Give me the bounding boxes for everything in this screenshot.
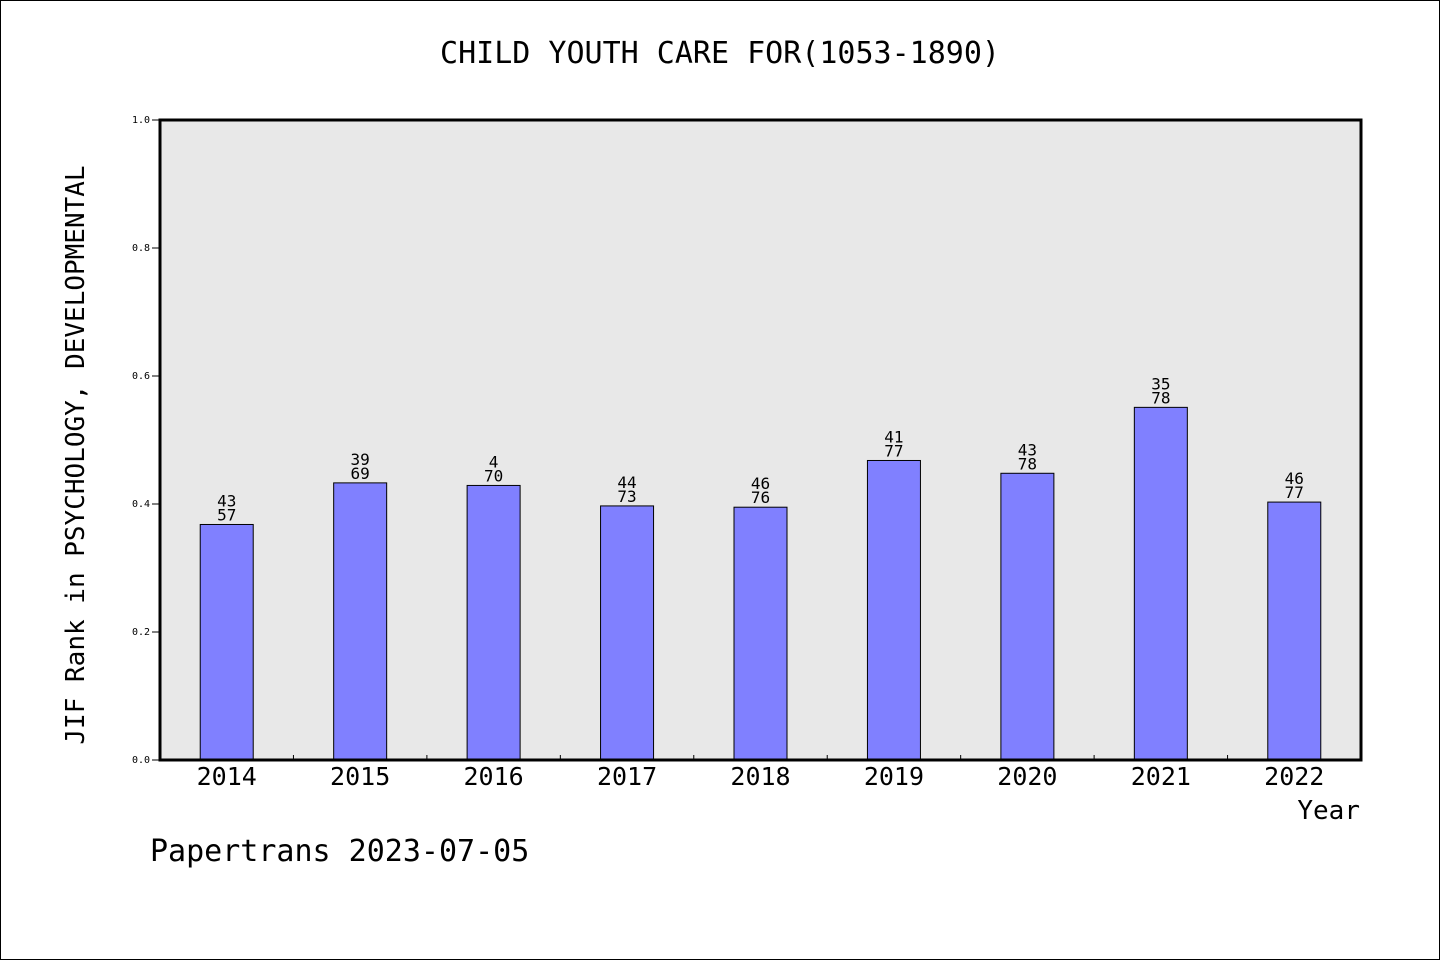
- bar-2020: [1000, 472, 1055, 761]
- bar-label-total: 78: [1151, 388, 1170, 407]
- bar-label-rank: 46: [751, 474, 770, 493]
- y-tick-label: 0.8: [132, 243, 150, 254]
- chart-title: CHILD YOUTH CARE FOR(1053-1890): [440, 36, 1000, 71]
- footer-credit: Papertrans 2023-07-05: [150, 834, 530, 869]
- plot-border: [158, 118, 1363, 762]
- bar-label-rank: 43: [217, 491, 236, 510]
- bar-label-total: 69: [351, 464, 370, 483]
- bar-2015: [333, 482, 388, 761]
- y-tick-label: 0.0: [132, 755, 150, 766]
- bar-2021: [1133, 406, 1188, 761]
- bar-2022: [1267, 501, 1322, 761]
- bar-label-rank: 35: [1151, 374, 1170, 393]
- x-axis-label: Year: [1297, 796, 1360, 826]
- bar-label-total: 78: [1018, 454, 1037, 473]
- bar-label-rank: 4: [489, 452, 499, 471]
- bar-label-rank: 43: [1018, 440, 1037, 459]
- y-tick-label: 1.0: [132, 115, 150, 126]
- bar-2014: [199, 523, 254, 761]
- y-tick-label: 0.4: [132, 499, 150, 510]
- bar-label-total: 77: [884, 441, 903, 460]
- bar-label-total: 70: [484, 466, 503, 485]
- y-tick-label: 0.2: [132, 627, 150, 638]
- x-tick-label: 2022: [1264, 762, 1324, 791]
- x-tick-label: 2020: [997, 762, 1057, 791]
- bar-label-rank: 41: [884, 427, 903, 446]
- x-tick-label: 2016: [464, 762, 524, 791]
- x-tick-label: 2014: [197, 762, 257, 791]
- bar-label-rank: 39: [351, 450, 370, 469]
- y-tick-label: 0.6: [132, 371, 150, 382]
- bar-label-rank: 46: [1285, 469, 1304, 488]
- x-tick-label: 2018: [730, 762, 790, 791]
- x-tick-label: 2021: [1131, 762, 1191, 791]
- x-tick-label: 2015: [330, 762, 390, 791]
- bar-2017: [600, 505, 655, 761]
- bar-label-total: 57: [217, 505, 236, 524]
- bar-label-total: 76: [751, 488, 770, 507]
- bar-label-total: 77: [1285, 483, 1304, 502]
- bar-2016: [466, 484, 521, 761]
- bar-2019: [866, 459, 921, 761]
- x-tick-label: 2019: [864, 762, 924, 791]
- bar-label-rank: 44: [617, 473, 636, 492]
- bar-label-total: 73: [617, 487, 636, 506]
- x-tick-label: 2017: [597, 762, 657, 791]
- bar-2018: [733, 506, 788, 761]
